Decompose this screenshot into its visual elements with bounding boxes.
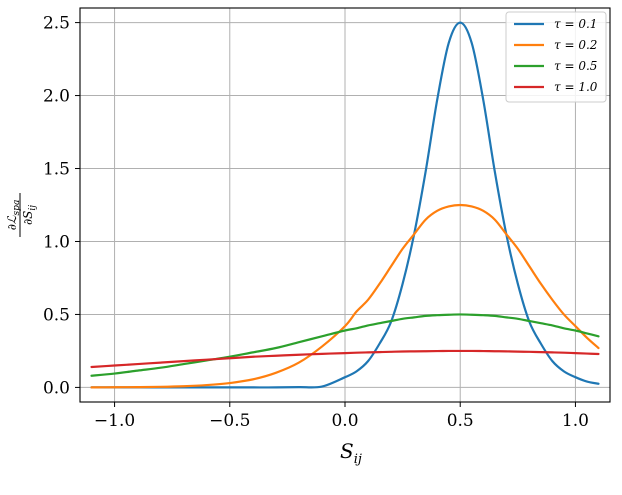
- y-axis-label-den-sub: ij: [28, 205, 38, 211]
- series-line-1: [90, 21, 600, 389]
- y-tick-label: 1.5: [43, 160, 70, 180]
- y-axis-label-num-sub: spa: [12, 200, 22, 216]
- x-axis-label-main: S: [340, 439, 354, 463]
- y-axis-label: ∂ℒspa ∂Sij: [5, 193, 38, 237]
- series-line-2: [90, 203, 600, 389]
- x-tick-label: −0.5: [209, 411, 250, 431]
- y-tick-label: 2.0: [43, 87, 70, 107]
- legend-label: τ = 1.0: [554, 80, 598, 94]
- y-tick-label: 1.0: [43, 232, 70, 252]
- legend: τ = 0.1 τ = 0.2 τ = 0.5 τ = 1.0: [505, 11, 607, 103]
- legend-label: τ = 0.1: [554, 17, 597, 31]
- x-tick-label: 1.0: [562, 411, 589, 431]
- legend-label: τ = 0.5: [554, 59, 597, 73]
- legend-box: [505, 11, 607, 103]
- x-axis-label: Sij: [340, 439, 362, 467]
- y-tick-label: 2.5: [43, 14, 70, 34]
- x-tick-label: 0.0: [331, 411, 358, 431]
- series-line-4: [90, 349, 600, 369]
- y-tick-label: 0.5: [43, 305, 70, 325]
- y-axis-label-num-main: ∂ℒ: [5, 215, 19, 230]
- series-lines: [90, 21, 600, 389]
- y-axis-label-denominator: ∂Sij: [21, 205, 38, 225]
- x-tick-label: 0.5: [447, 411, 474, 431]
- legend-label: τ = 0.2: [554, 38, 597, 52]
- x-tick-label: −1.0: [94, 411, 135, 431]
- x-axis-label-sub: ij: [354, 452, 362, 467]
- y-axis-label-den-main: ∂S: [21, 211, 35, 225]
- axis-ticks: −1.0 −0.5 0.0 0.5 1.0 0.0 0.5 1.0 1.5 2.0 2.5: [43, 14, 589, 431]
- y-axis-label-numerator: ∂ℒspa: [5, 200, 22, 231]
- y-tick-label: 0.0: [43, 378, 70, 398]
